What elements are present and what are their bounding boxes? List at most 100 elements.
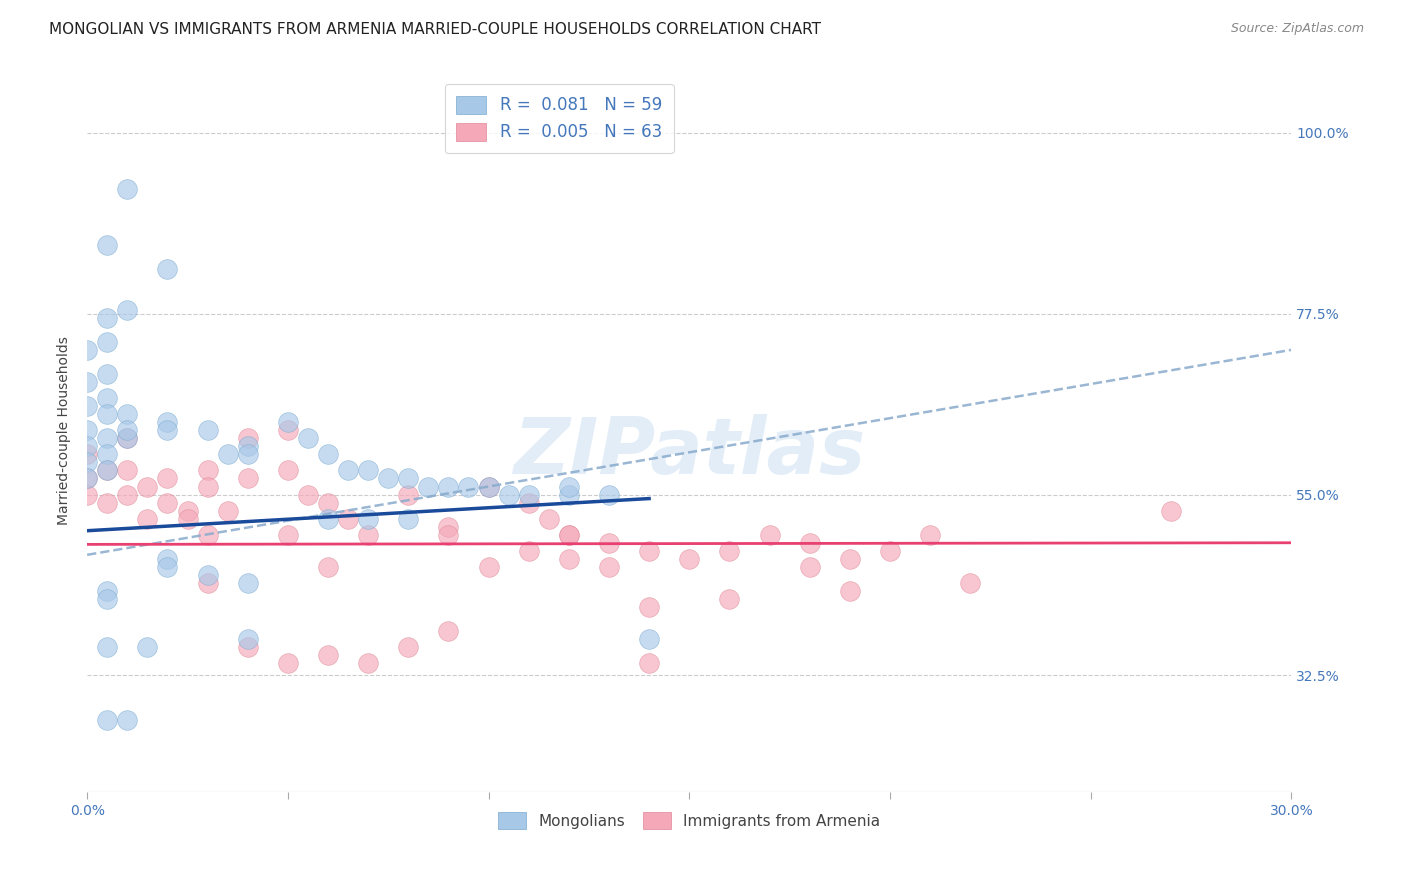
Point xyxy=(498,487,520,501)
Point xyxy=(598,560,620,574)
Point xyxy=(357,463,380,477)
Point xyxy=(477,479,499,493)
Point xyxy=(217,503,239,517)
Point xyxy=(96,431,118,445)
Point xyxy=(959,576,981,591)
Point xyxy=(96,713,118,727)
Point xyxy=(277,423,299,437)
Point xyxy=(558,527,581,541)
Point xyxy=(96,463,118,477)
Point xyxy=(76,375,98,389)
Point xyxy=(638,544,661,558)
Point xyxy=(236,439,259,453)
Point xyxy=(117,487,139,501)
Point xyxy=(76,343,98,357)
Point xyxy=(396,640,419,655)
Point xyxy=(117,431,139,445)
Point xyxy=(197,576,219,591)
Point xyxy=(96,334,118,349)
Point xyxy=(316,560,339,574)
Point xyxy=(96,463,118,477)
Point xyxy=(277,657,299,671)
Point xyxy=(117,463,139,477)
Point xyxy=(357,657,380,671)
Point xyxy=(558,487,581,501)
Point xyxy=(117,182,139,196)
Point xyxy=(396,471,419,485)
Point xyxy=(236,471,259,485)
Point xyxy=(799,560,821,574)
Point xyxy=(197,423,219,437)
Point xyxy=(558,479,581,493)
Point xyxy=(117,407,139,421)
Point xyxy=(96,407,118,421)
Point xyxy=(598,487,620,501)
Point xyxy=(236,632,259,647)
Point xyxy=(76,487,98,501)
Point xyxy=(236,640,259,655)
Point xyxy=(316,447,339,461)
Point xyxy=(316,511,339,525)
Point xyxy=(517,487,540,501)
Point xyxy=(197,479,219,493)
Point xyxy=(76,471,98,485)
Point xyxy=(117,423,139,437)
Point xyxy=(156,495,179,509)
Point xyxy=(377,471,399,485)
Point xyxy=(136,479,159,493)
Text: Source: ZipAtlas.com: Source: ZipAtlas.com xyxy=(1230,22,1364,36)
Point xyxy=(76,447,98,461)
Point xyxy=(197,527,219,541)
Point xyxy=(156,560,179,574)
Point xyxy=(1160,503,1182,517)
Text: ZIPatlas: ZIPatlas xyxy=(513,414,865,490)
Point xyxy=(117,431,139,445)
Point xyxy=(517,544,540,558)
Point xyxy=(277,527,299,541)
Point xyxy=(217,447,239,461)
Point xyxy=(477,560,499,574)
Point xyxy=(879,544,901,558)
Point xyxy=(838,584,860,599)
Point xyxy=(76,423,98,437)
Point xyxy=(638,600,661,615)
Point xyxy=(277,463,299,477)
Point xyxy=(236,447,259,461)
Point xyxy=(718,592,741,607)
Point xyxy=(96,391,118,405)
Point xyxy=(357,527,380,541)
Point xyxy=(297,431,319,445)
Point xyxy=(517,495,540,509)
Point xyxy=(418,479,440,493)
Point xyxy=(920,527,942,541)
Point xyxy=(197,568,219,582)
Point xyxy=(316,495,339,509)
Point xyxy=(799,535,821,549)
Point xyxy=(96,592,118,607)
Point xyxy=(337,511,360,525)
Point xyxy=(136,511,159,525)
Point xyxy=(277,415,299,429)
Text: MONGOLIAN VS IMMIGRANTS FROM ARMENIA MARRIED-COUPLE HOUSEHOLDS CORRELATION CHART: MONGOLIAN VS IMMIGRANTS FROM ARMENIA MAR… xyxy=(49,22,821,37)
Point xyxy=(396,511,419,525)
Point xyxy=(96,310,118,325)
Point xyxy=(156,423,179,437)
Point xyxy=(337,463,360,477)
Point xyxy=(638,657,661,671)
Point xyxy=(236,431,259,445)
Point xyxy=(76,455,98,469)
Point xyxy=(136,640,159,655)
Point xyxy=(558,552,581,566)
Point xyxy=(537,511,560,525)
Point xyxy=(197,463,219,477)
Point xyxy=(96,584,118,599)
Point xyxy=(437,519,460,533)
Legend: Mongolians, Immigrants from Armenia: Mongolians, Immigrants from Armenia xyxy=(492,806,886,835)
Point xyxy=(316,648,339,663)
Point xyxy=(96,447,118,461)
Point xyxy=(76,399,98,413)
Point xyxy=(156,415,179,429)
Point xyxy=(96,640,118,655)
Point xyxy=(678,552,700,566)
Point xyxy=(176,503,198,517)
